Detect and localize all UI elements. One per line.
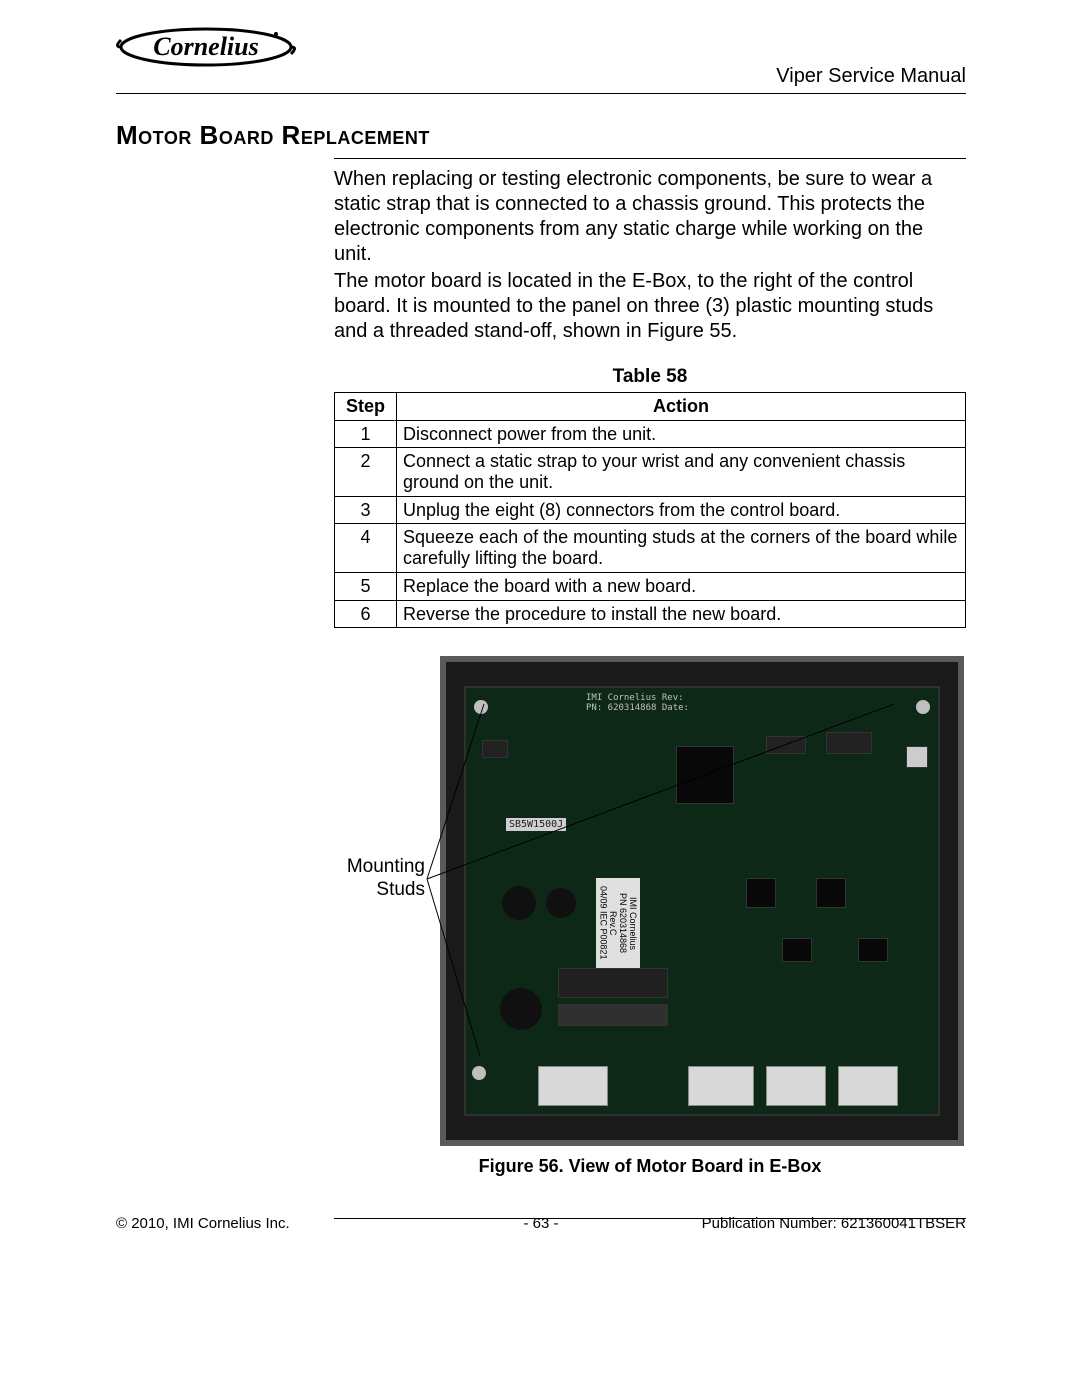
table-row: 5Replace the board with a new board. (335, 572, 966, 600)
table-cell-step: 2 (335, 448, 397, 496)
table-cell-step: 5 (335, 572, 397, 600)
chip-icon (858, 938, 888, 962)
header-icon (826, 732, 872, 754)
table-row: 1Disconnect power from the unit. (335, 420, 966, 448)
cornelius-logo: Cornelius (116, 20, 296, 75)
chip-icon (816, 878, 846, 908)
capacitor-icon (546, 888, 576, 918)
figure-wrap: Mounting Studs IMI Cornelius Rev: PN: 62… (334, 656, 966, 1186)
table-cell-action: Squeeze each of the mounting studs at th… (397, 524, 966, 572)
connector-icon (538, 1066, 608, 1106)
table-cell-action: Replace the board with a new board. (397, 572, 966, 600)
mounting-stud (916, 700, 930, 714)
table-cell-step: 1 (335, 420, 397, 448)
table-row: 6Reverse the procedure to install the ne… (335, 600, 966, 628)
table-row: 3Unplug the eight (8) connectors from th… (335, 496, 966, 524)
header-rule (116, 93, 966, 94)
capacitor-icon (500, 988, 542, 1030)
table-cell-step: 3 (335, 496, 397, 524)
footer-publication: Publication Number: 621360041TBSER (702, 1215, 966, 1232)
steps-table: Step Action 1Disconnect power from the u… (334, 392, 966, 628)
table-cell-action: Connect a static strap to your wrist and… (397, 448, 966, 496)
header-icon (906, 746, 928, 768)
connector-icon (766, 1066, 826, 1106)
table-header-action: Action (397, 393, 966, 421)
table-cell-action: Reverse the procedure to install the new… (397, 600, 966, 628)
capacitor-icon (502, 886, 536, 920)
svg-text:Cornelius: Cornelius (153, 32, 259, 61)
header-icon (766, 736, 806, 754)
figure-caption: Figure 56. View of Motor Board in E-Box (334, 1156, 966, 1177)
chip-icon (782, 938, 812, 962)
content-area: When replacing or testing electronic com… (334, 158, 966, 1186)
chip-icon (676, 746, 734, 804)
pcb-sticker: IMI Cornelius PN 620314868 Rev.C 04/09 I… (596, 878, 640, 968)
table-caption: Table 58 (334, 366, 966, 388)
paragraph-1: When replacing or testing electronic com… (334, 167, 966, 267)
chip-icon (746, 878, 776, 908)
pcb-silk-label: IMI Cornelius Rev: PN: 620314868 Date: (586, 694, 689, 714)
table-header-step: Step (335, 393, 397, 421)
pcb-photo: IMI Cornelius Rev: PN: 620314868 Date: S… (440, 656, 964, 1146)
paragraph-2: The motor board is located in the E-Box,… (334, 269, 966, 344)
resistor-label: SB5W1500J (506, 818, 566, 831)
callout-mounting-studs: Mounting Studs (330, 856, 425, 902)
document-title: Viper Service Manual (776, 65, 966, 88)
table-row: 2Connect a static strap to your wrist an… (335, 448, 966, 496)
body-text: When replacing or testing electronic com… (334, 167, 966, 344)
mounting-stud (472, 1066, 486, 1080)
section-title: Motor Board Replacement (116, 120, 430, 151)
relay-icon (558, 968, 668, 998)
table-cell-action: Disconnect power from the unit. (397, 420, 966, 448)
table-cell-action: Unplug the eight (8) connectors from the… (397, 496, 966, 524)
table-cell-step: 4 (335, 524, 397, 572)
connector-icon (838, 1066, 898, 1106)
inductor-icon (558, 1004, 668, 1026)
mounting-stud (474, 700, 488, 714)
connector-icon (688, 1066, 754, 1106)
table-cell-step: 6 (335, 600, 397, 628)
section-rule (334, 158, 966, 159)
table-row: 4Squeeze each of the mounting studs at t… (335, 524, 966, 572)
header-icon (482, 740, 508, 758)
